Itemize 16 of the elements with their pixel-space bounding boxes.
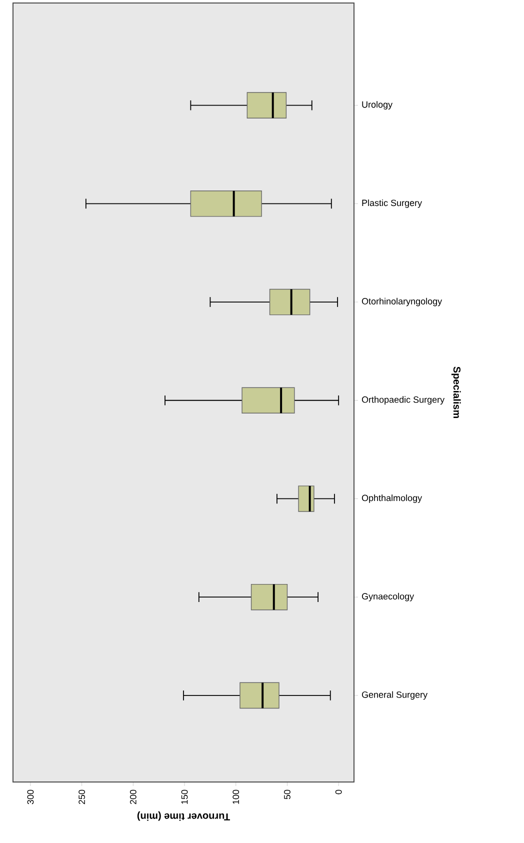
- x-tick-label: 300: [27, 790, 34, 804]
- y-tick-label: General Surgery: [362, 691, 428, 700]
- x-tick-label: 150: [181, 790, 188, 804]
- x-tick-label: 0: [335, 790, 342, 794]
- y-tick-label: Otorhinolaryngology: [362, 298, 442, 306]
- y-tick-label: Plastic Surgery: [362, 199, 422, 208]
- x-tick-label: 250: [78, 790, 86, 804]
- x-axis-title: Turnover time (min): [137, 811, 230, 821]
- y-axis-title: Specialism: [451, 366, 461, 418]
- x-tick-label: 200: [130, 790, 136, 804]
- x-tick-label: 100: [232, 790, 240, 804]
- y-tick-label: Orthopaedic Surgery: [362, 396, 445, 405]
- y-tick-label: Gynaecology: [362, 592, 414, 602]
- x-tick-label: 50: [284, 790, 290, 800]
- y-tick-label: Ophthalmology: [362, 494, 422, 503]
- y-tick-label: Urology: [362, 101, 393, 110]
